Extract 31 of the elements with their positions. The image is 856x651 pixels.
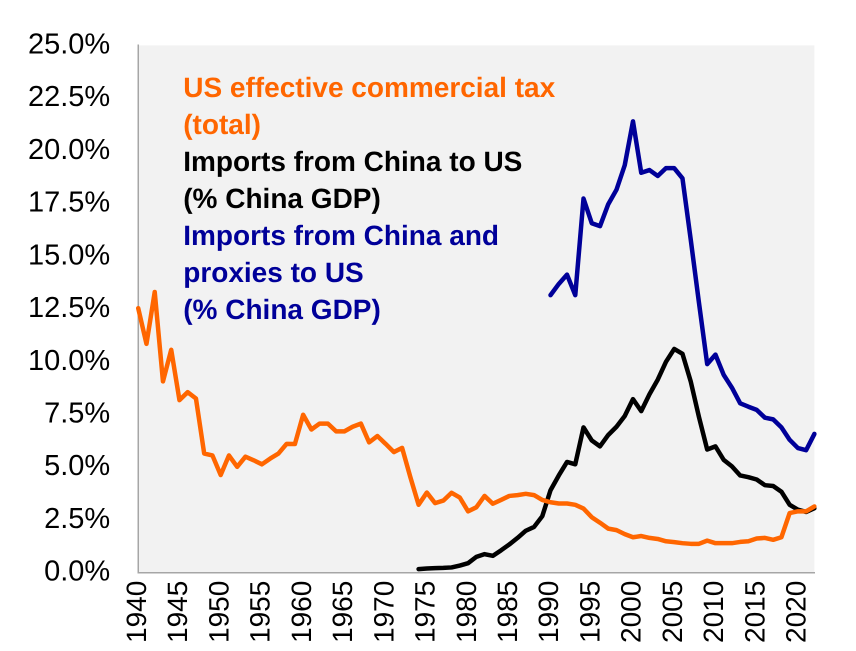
x-tick-label: 2010 bbox=[698, 580, 730, 644]
x-tick-label: 1950 bbox=[203, 580, 234, 644]
x-tick-label: 1980 bbox=[450, 580, 482, 644]
text: US effective commercial tax (total) bbox=[183, 72, 556, 140]
x-tick-label: 1995 bbox=[574, 580, 606, 644]
y-tick-label: 20.0% bbox=[28, 134, 110, 166]
x-tick-label: 1955 bbox=[244, 580, 276, 644]
text: Imports from China and proxies to US (% China GDP) bbox=[183, 220, 500, 326]
y-tick-label: 15.0% bbox=[28, 239, 110, 272]
x-tick-label: 1965 bbox=[327, 580, 358, 644]
x-tick-label: 1975 bbox=[410, 580, 441, 644]
y-tick-label: 12.5% bbox=[28, 292, 110, 324]
y-tick-label: 0.0% bbox=[44, 556, 110, 588]
y-tick-label: 10.0% bbox=[28, 344, 110, 377]
y-tick-label: 2.5% bbox=[44, 502, 110, 535]
x-tick-label: 1940 bbox=[120, 580, 152, 644]
x-tick-label: 1985 bbox=[492, 580, 524, 644]
x-tick-label: 1960 bbox=[286, 580, 317, 644]
x-tick-label: 1945 bbox=[162, 580, 194, 644]
text: Imports from China to US (% China GDP) bbox=[183, 146, 522, 214]
x-tick-label: 1970 bbox=[368, 580, 400, 644]
y-tick-label: 17.5% bbox=[28, 186, 110, 219]
y-tick-label: 7.5% bbox=[44, 398, 110, 430]
x-tick-label: 2005 bbox=[656, 580, 688, 644]
x-tick-label: 2020 bbox=[780, 580, 812, 644]
x-tick-label: 2000 bbox=[616, 580, 647, 644]
y-tick-label: 22.5% bbox=[28, 81, 110, 114]
y-tick-label: 25.0% bbox=[28, 28, 110, 60]
x-tick-label: 2015 bbox=[739, 580, 770, 644]
y-tick-label: 5.0% bbox=[44, 450, 110, 482]
x-tick-label: 1990 bbox=[533, 580, 564, 644]
